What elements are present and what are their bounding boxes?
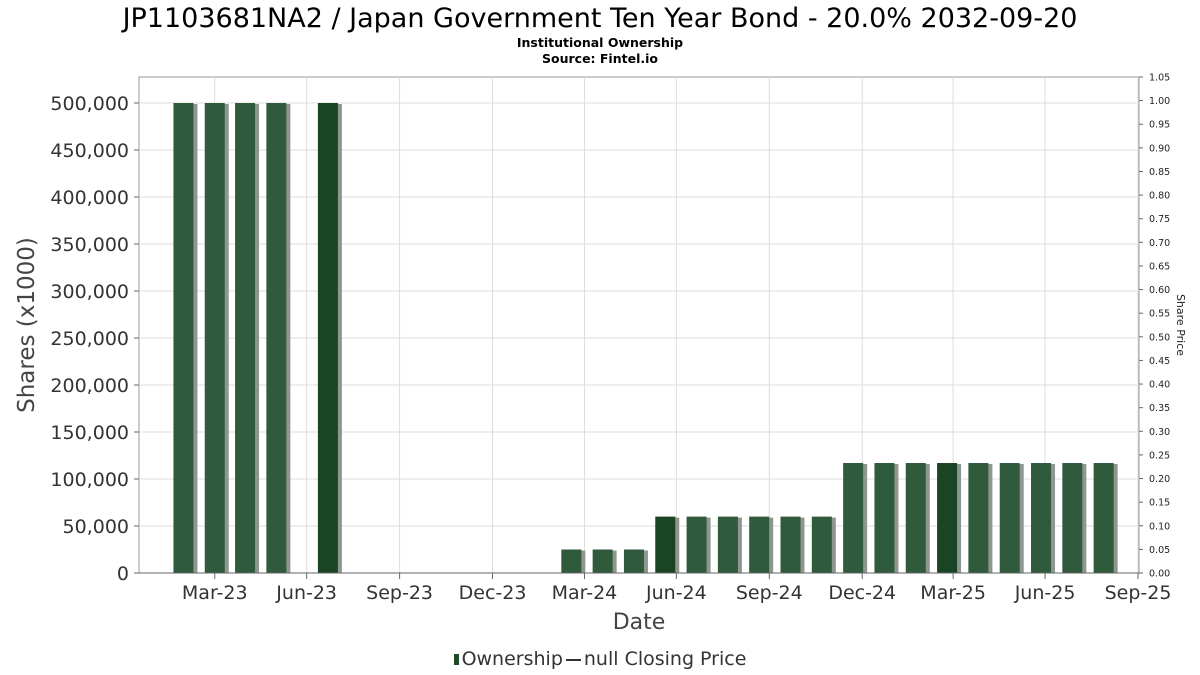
ownership-bar — [843, 463, 864, 573]
ownership-legend-swatch — [453, 654, 459, 665]
y-tick-label: 400,000 — [50, 187, 129, 209]
y-tick-label: 250,000 — [50, 328, 129, 350]
ownership-bar — [235, 103, 256, 573]
ownership-bar — [204, 103, 225, 573]
y2-tick-label: 0.25 — [1149, 450, 1170, 461]
y-tick-label: 450,000 — [50, 140, 129, 162]
y-tick-label: 200,000 — [50, 375, 129, 397]
chart-source: Source: Fintel.io — [542, 51, 658, 66]
ownership-bar — [874, 463, 895, 573]
y2-tick-label: 0.15 — [1149, 498, 1170, 509]
price-legend-line — [565, 658, 581, 661]
legend-price-label: null Closing Price — [583, 648, 747, 670]
y-axis-ticks: 0 50,000 100,000 150,000 200,000 250,000 300,0… — [50, 93, 139, 585]
x-tick-label: Mar-25 — [920, 582, 986, 604]
x-tick-label: Dec-23 — [459, 582, 527, 604]
y2-tick-label: 0.50 — [1149, 332, 1170, 343]
ownership-bar — [968, 463, 989, 573]
x-tick-label: Jun-23 — [275, 582, 337, 604]
y-tick-label: 0 — [117, 563, 129, 585]
x-tick-label: Sep-25 — [1105, 582, 1172, 604]
y-tick-label: 500,000 — [50, 93, 129, 115]
ownership-bar — [686, 516, 707, 573]
y2-tick-label: 0.75 — [1149, 214, 1170, 225]
chart-subtitle: Institutional Ownership — [516, 35, 684, 50]
y-axis-label: Shares (x1000) — [14, 237, 40, 413]
ownership-bar — [780, 516, 801, 573]
ownership-bar — [717, 516, 738, 573]
x-axis-ticks: Mar-23 Jun-23 Sep-23 Dec-23 Mar-24 Jun-24 Sep-… — [182, 573, 1171, 604]
y-tick-label: 300,000 — [50, 281, 129, 303]
ownership-bar — [623, 549, 644, 573]
y2-tick-label: 0.05 — [1149, 545, 1170, 556]
y2-tick-label: 0.55 — [1149, 309, 1170, 320]
y2-tick-label: 0.70 — [1149, 238, 1170, 249]
ownership-bar — [749, 516, 770, 573]
y2-tick-label: 0.65 — [1149, 261, 1170, 272]
x-tick-label: Jun-25 — [1014, 582, 1076, 604]
y-tick-label: 50,000 — [63, 516, 129, 538]
y2-axis-ticks: 0.00 0.05 0.10 0.15 0.20 0.25 0.30 0.35 0.40 0.45… — [1139, 73, 1170, 580]
ownership-bar — [999, 463, 1020, 573]
ownership-bar — [1062, 463, 1083, 573]
y2-tick-label: 1.05 — [1149, 73, 1170, 84]
y2-tick-label: 0.95 — [1149, 120, 1170, 131]
ownership-bar — [561, 549, 582, 573]
y2-tick-label: 0.90 — [1149, 143, 1170, 154]
ownership-bars — [173, 103, 1118, 573]
y2-tick-label: 0.20 — [1149, 474, 1170, 485]
x-tick-label: Sep-24 — [736, 582, 803, 604]
x-tick-label: Sep-23 — [366, 582, 433, 604]
y2-tick-label: 0.40 — [1149, 380, 1170, 391]
ownership-bar — [905, 463, 926, 573]
y2-tick-label: 0.10 — [1149, 521, 1170, 532]
y-tick-label: 100,000 — [50, 469, 129, 491]
ownership-bar — [655, 516, 676, 573]
ownership-bar — [173, 103, 194, 573]
ownership-bar — [592, 549, 613, 573]
chart-title: JP1103681NA2 / Japan Government Ten Year… — [122, 3, 1078, 34]
ownership-bar — [266, 103, 287, 573]
ownership-bar — [1031, 463, 1052, 573]
y2-tick-label: 0.85 — [1149, 167, 1170, 178]
y2-axis-label: Share Price — [1174, 294, 1187, 356]
ownership-bar — [811, 516, 832, 573]
y2-tick-label: 0.80 — [1149, 191, 1170, 202]
ownership-bar — [937, 463, 958, 573]
legend-ownership-label: Ownership — [461, 648, 563, 670]
y2-tick-label: 0.35 — [1149, 403, 1170, 414]
x-tick-label: Mar-23 — [182, 582, 248, 604]
y2-tick-label: 0.00 — [1149, 569, 1170, 580]
ownership-chart: 0 50,000 100,000 150,000 200,000 250,000 300,0… — [14, 73, 1187, 636]
y2-tick-label: 0.45 — [1149, 356, 1170, 367]
y-tick-label: 150,000 — [50, 422, 129, 444]
x-tick-label: Jun-24 — [645, 582, 707, 604]
x-tick-label: Mar-24 — [552, 582, 618, 604]
x-tick-label: Dec-24 — [828, 582, 896, 604]
y2-tick-label: 0.30 — [1149, 427, 1170, 438]
y2-tick-label: 1.00 — [1149, 96, 1170, 107]
x-axis-label: Date — [613, 610, 666, 635]
ownership-bar — [317, 103, 338, 573]
ownership-bar — [1093, 463, 1114, 573]
y2-tick-label: 0.60 — [1149, 285, 1170, 296]
y-tick-label: 350,000 — [50, 234, 129, 256]
legend: Ownership null Closing Price — [0, 647, 1200, 671]
